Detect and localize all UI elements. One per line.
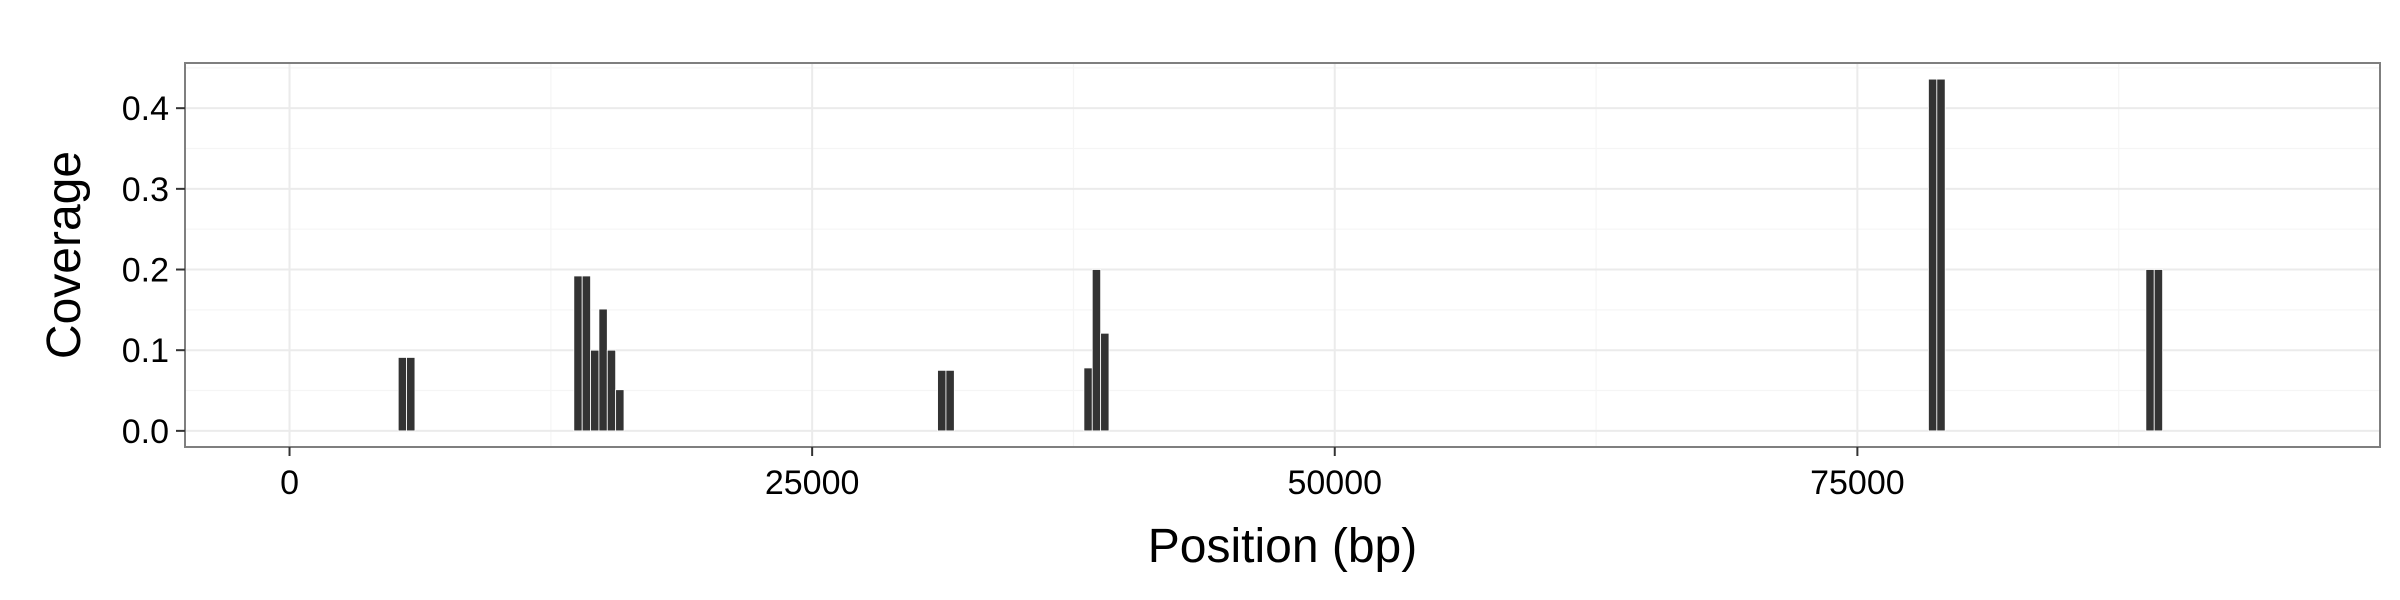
x-tick-label: 50000 — [1287, 464, 1382, 502]
y-tick-label: 0.4 — [122, 90, 169, 128]
coverage-bar — [1100, 332, 1110, 432]
coverage-bar — [573, 275, 583, 432]
plot-panel-border — [184, 62, 2381, 448]
coverage-bar — [1091, 269, 1102, 432]
grid-lines — [185, 63, 2380, 447]
y-tick-label: 0.0 — [122, 413, 169, 451]
coverage-bar — [590, 349, 600, 432]
y-tick-label: 0.3 — [122, 171, 169, 209]
x-tick-label: 0 — [280, 464, 299, 502]
coverage-bar — [1936, 78, 1946, 432]
coverage-bar — [606, 349, 617, 432]
bars — [397, 78, 2163, 432]
x-tick-label: 75000 — [1810, 464, 1905, 502]
coverage-bar — [1083, 367, 1093, 432]
coverage-bar — [397, 357, 407, 432]
y-axis-title: Coverage — [38, 151, 91, 359]
coverage-bar — [2145, 269, 2155, 432]
x-axis-title: Position (bp) — [1148, 520, 1417, 573]
coverage-bar — [945, 369, 955, 432]
y-tick-label: 0.1 — [122, 332, 169, 370]
coverage-bar — [937, 369, 947, 432]
coverage-bar — [615, 389, 625, 432]
axis-ticks: 0 25000 50000 75000 0.0 0.1 0.2 0.3 0.4 — [122, 90, 1905, 502]
coverage-bar — [1928, 78, 1938, 432]
y-tick-label: 0.2 — [122, 252, 169, 290]
coverage-bar — [2153, 269, 2163, 432]
plot-panel — [185, 63, 2380, 447]
coverage-bar — [406, 357, 416, 432]
coverage-bar — [598, 308, 608, 432]
coverage-bar — [581, 275, 591, 432]
x-tick-label: 25000 — [765, 464, 860, 502]
